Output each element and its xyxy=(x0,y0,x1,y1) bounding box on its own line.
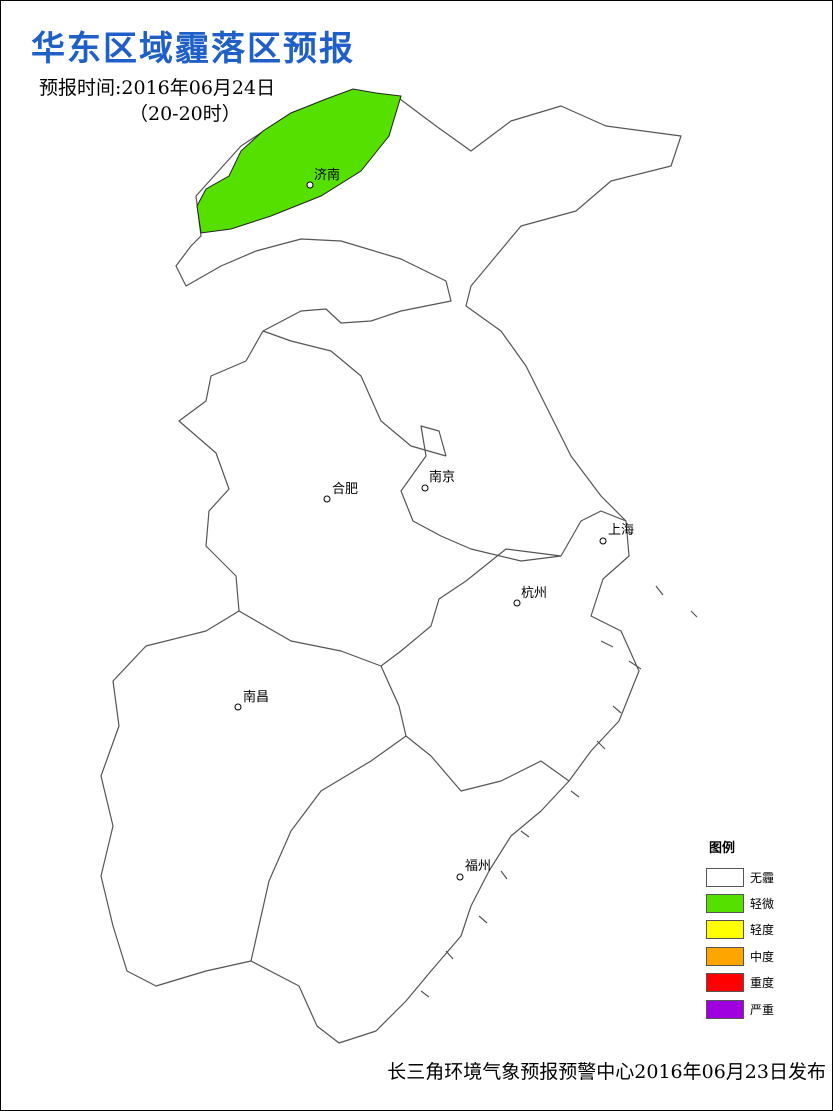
coastal-islands xyxy=(420,585,698,998)
city-label-jinan: 济南 xyxy=(314,167,340,183)
province-border xyxy=(560,510,627,557)
legend-label-moderate: 中度 xyxy=(750,949,775,964)
legend-label-slight: 轻微 xyxy=(750,897,775,912)
legend-label-none: 无霾 xyxy=(750,870,775,885)
legend-item-severe: 严重 xyxy=(706,996,816,1022)
city-label-shanghai: 上海 xyxy=(608,523,634,538)
city-label-nanjing: 南京 xyxy=(429,469,455,485)
city-marker-nanjing xyxy=(421,484,429,492)
province-border xyxy=(380,665,570,792)
province-border xyxy=(250,735,407,962)
legend-item-light: 轻度 xyxy=(706,917,816,943)
legend-label-heavy: 重度 xyxy=(750,976,775,991)
city-marker-nanchang xyxy=(234,703,242,711)
legend-swatch-heavy xyxy=(706,973,744,993)
city-marker-fuzhou xyxy=(456,873,464,881)
city-marker-jinan xyxy=(306,181,314,189)
city-label-hangzhou: 杭州 xyxy=(521,586,547,601)
legend-item-none: 无霾 xyxy=(706,864,816,890)
province-border xyxy=(262,330,447,457)
haze-area-light xyxy=(196,88,402,234)
publisher-line: 长三角环境气象预报预警中心2016年06月23日发布 xyxy=(387,1061,826,1083)
legend-swatch-slight xyxy=(706,894,744,914)
map-title: 华东区域霾落区预报 xyxy=(31,29,355,69)
city-marker-shanghai xyxy=(599,537,607,545)
legend: 图例 无霾 轻微 轻度 中度 重度 严重 xyxy=(706,837,816,1022)
city-marker-hangzhou xyxy=(513,599,521,607)
legend-swatch-severe xyxy=(706,999,744,1019)
forecast-period: （20-20时） xyxy=(129,103,241,125)
legend-swatch-moderate xyxy=(706,946,744,966)
legend-title: 图例 xyxy=(709,841,736,856)
legend-item-moderate: 中度 xyxy=(706,943,816,969)
province-border xyxy=(400,425,562,562)
city-label-fuzhou: 福州 xyxy=(465,859,491,874)
legend-item-slight: 轻微 xyxy=(706,890,816,916)
legend-label-severe: 严重 xyxy=(750,1002,775,1017)
province-border xyxy=(238,548,562,667)
legend-item-heavy: 重度 xyxy=(706,970,816,996)
city-label-nanchang: 南昌 xyxy=(243,689,269,705)
region-outline xyxy=(100,90,682,1044)
legend-swatch-light xyxy=(706,920,744,940)
legend-swatch-none xyxy=(706,867,744,887)
legend-label-light: 轻度 xyxy=(750,923,775,938)
forecast-date: 预报时间:2016年06月24日 xyxy=(39,77,276,99)
city-marker-hefei xyxy=(323,495,331,503)
city-label-hefei: 合肥 xyxy=(332,482,358,497)
